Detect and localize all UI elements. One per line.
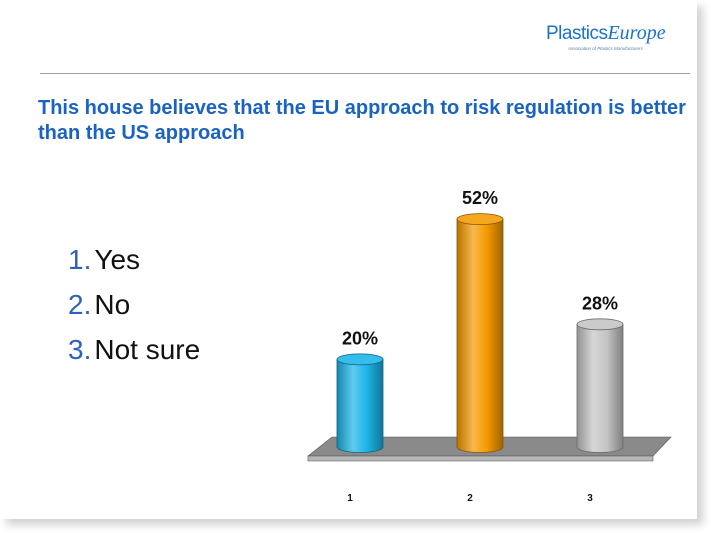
bar-top-3 [576,318,624,331]
poll-results-chart: 20% 1 52% 2 28% 3 [307,188,672,504]
data-label-1: 20% [342,328,378,348]
data-label-2: 52% [462,188,498,208]
x-tick-label-1: 1 [347,493,353,504]
logo-tagline: Association of Plastics Manufacturers [568,46,643,51]
bar-top-1 [336,353,384,366]
x-tick-label-2: 2 [467,493,473,504]
option-number: 3. [68,334,92,365]
bar-3 [576,323,624,453]
bar-top-2 [456,213,504,226]
option-not-sure: 3. Not sure [68,334,200,379]
chart-floor-edge [307,455,654,462]
logo-name-part1: Plastics [546,23,608,44]
bar-2 [456,218,504,453]
option-number: 1. [68,244,92,275]
option-label: Yes [94,244,141,275]
bar-1 [336,358,384,453]
logo-wordmark: PlasticsEurope [546,22,696,45]
header-divider [40,73,690,74]
x-tick-label-3: 3 [587,493,593,504]
slide-title: This house believes that the EU approach… [38,97,686,144]
option-label: Not sure [94,334,201,365]
data-label-3: 28% [582,293,618,313]
logo-name-part2: Europe [607,22,666,44]
option-label: No [94,289,131,320]
answer-options: 1. Yes 2. No 3. Not sure [68,244,200,379]
plastics-europe-logo: PlasticsEurope Association of Plastics M… [546,22,696,51]
slide: PlasticsEurope Association of Plastics M… [38,22,696,504]
option-number: 2. [68,289,92,320]
option-yes: 1. Yes [68,244,200,289]
option-no: 2. No [68,289,200,334]
